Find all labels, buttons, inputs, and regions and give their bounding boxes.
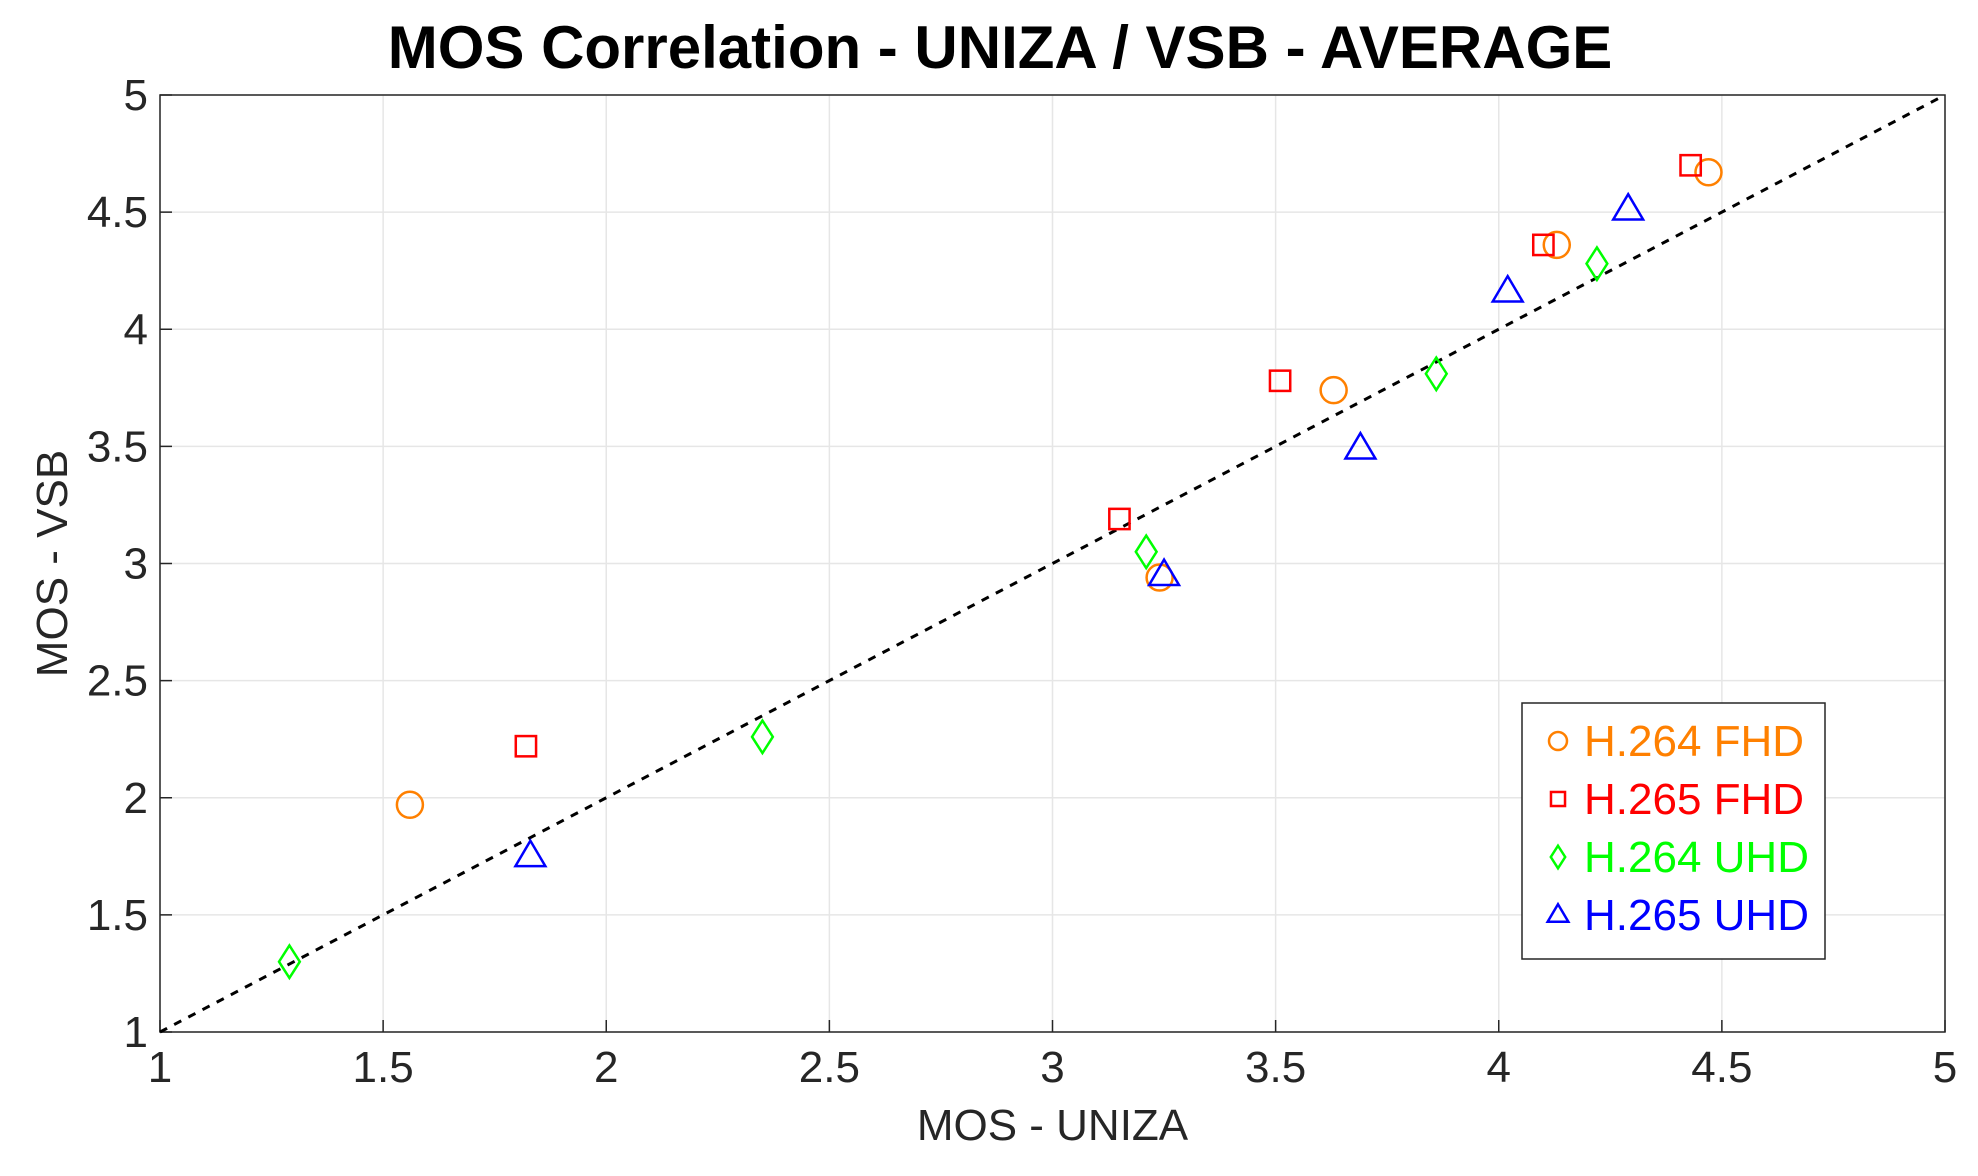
y-axis-label: MOS - VSB bbox=[28, 450, 77, 677]
point-h-265-fhd bbox=[1679, 153, 1703, 177]
point-h-264-fhd bbox=[1145, 563, 1174, 592]
legend-marker-h-265-fhd bbox=[1549, 790, 1567, 808]
legend-marker-h-264-fhd bbox=[1547, 730, 1569, 752]
point-h-264-fhd bbox=[1694, 158, 1723, 187]
point-h-265-uhd bbox=[1490, 273, 1525, 303]
point-h-264-uhd bbox=[1585, 245, 1609, 283]
x-tick-label: 1.5 bbox=[353, 1043, 414, 1092]
x-tick-label: 3.5 bbox=[1245, 1043, 1306, 1092]
axis-ticks: 1 1.5 2 2.5 3 3.5 4 4.5 5 1 1.5 2 2.5 3 3.5 4 4.5 5 bbox=[87, 71, 1957, 1092]
y-tick-label: 5 bbox=[124, 71, 148, 120]
point-h-264-fhd bbox=[395, 790, 425, 820]
legend-marker-h-265-uhd bbox=[1545, 901, 1571, 923]
legend-box bbox=[1521, 702, 1826, 960]
point-h-264-uhd bbox=[1134, 533, 1159, 571]
y-tick-label: 4 bbox=[124, 305, 148, 354]
legend-label-h-264-fhd: H.264 FHD bbox=[1584, 717, 1804, 766]
point-h-264-uhd bbox=[277, 943, 302, 981]
y-tick-label: 1.5 bbox=[87, 891, 148, 940]
point-h-265-fhd bbox=[1268, 369, 1292, 393]
x-tick-label: 1 bbox=[148, 1043, 172, 1092]
x-tick-label: 3 bbox=[1040, 1043, 1064, 1092]
x-tick-label: 5 bbox=[1933, 1043, 1957, 1092]
point-h-264-fhd bbox=[1319, 375, 1348, 405]
x-tick-label: 4.5 bbox=[1691, 1043, 1752, 1092]
x-tick-label: 2 bbox=[594, 1043, 618, 1092]
legend-label-h-265-fhd: H.265 FHD bbox=[1584, 775, 1804, 824]
legend-marker-h-264-uhd bbox=[1549, 843, 1567, 871]
chart-title: MOS Correlation - UNIZA / VSB - AVERAGE bbox=[388, 14, 1613, 81]
x-axis-label: MOS - UNIZA bbox=[917, 1101, 1189, 1150]
point-h-265-uhd bbox=[513, 838, 548, 868]
y-tick-label: 4.5 bbox=[87, 188, 148, 237]
point-h-264-fhd bbox=[1542, 230, 1572, 260]
data-points bbox=[277, 153, 1723, 981]
legend-label-h-264-uhd: H.264 UHD bbox=[1584, 833, 1809, 882]
legend-label-h-265-uhd: H.265 UHD bbox=[1584, 891, 1809, 940]
y-tick-label: 2.5 bbox=[87, 657, 148, 706]
point-h-265-fhd bbox=[1108, 507, 1131, 531]
y-tick-label: 2 bbox=[124, 774, 148, 823]
point-h-265-fhd bbox=[514, 734, 538, 758]
y-tick-label: 3 bbox=[124, 540, 148, 589]
point-h-264-uhd bbox=[750, 718, 775, 756]
x-tick-label: 4 bbox=[1487, 1043, 1511, 1092]
point-h-265-uhd bbox=[1146, 557, 1182, 587]
point-h-265-uhd bbox=[1343, 430, 1378, 460]
x-tick-label: 2.5 bbox=[799, 1043, 860, 1092]
y-tick-label: 3.5 bbox=[87, 422, 148, 471]
point-h-265-fhd bbox=[1531, 233, 1555, 257]
point-h-265-uhd bbox=[1611, 191, 1646, 221]
y-tick-label: 1 bbox=[124, 1008, 148, 1057]
legend: H.264 FHD H.265 FHD H.264 UHD H.265 UHD bbox=[1521, 702, 1826, 960]
point-h-264-uhd bbox=[1424, 355, 1449, 393]
